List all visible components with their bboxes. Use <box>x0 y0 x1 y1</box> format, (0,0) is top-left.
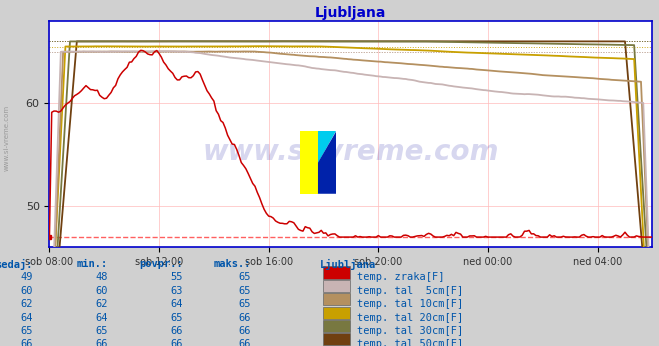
Text: 66: 66 <box>95 339 107 346</box>
Text: 66: 66 <box>170 339 183 346</box>
Text: 65: 65 <box>239 299 251 309</box>
Text: 62: 62 <box>95 299 107 309</box>
Text: 64: 64 <box>95 312 107 322</box>
Bar <box>323 293 351 305</box>
Text: temp. tal 50cm[F]: temp. tal 50cm[F] <box>357 339 463 346</box>
Bar <box>300 131 318 194</box>
Text: 65: 65 <box>239 286 251 296</box>
Text: sedaj:: sedaj: <box>0 259 33 270</box>
Text: 65: 65 <box>170 312 183 322</box>
Text: 62: 62 <box>20 299 33 309</box>
Text: temp. tal 30cm[F]: temp. tal 30cm[F] <box>357 326 463 336</box>
Text: www.si-vreme.com: www.si-vreme.com <box>3 105 10 172</box>
Text: 64: 64 <box>20 312 33 322</box>
Text: 65: 65 <box>239 273 251 282</box>
Text: 60: 60 <box>95 286 107 296</box>
Text: 64: 64 <box>170 299 183 309</box>
Text: 66: 66 <box>170 326 183 336</box>
Bar <box>323 333 351 345</box>
Text: 66: 66 <box>239 312 251 322</box>
Text: 65: 65 <box>95 326 107 336</box>
Text: temp. tal 20cm[F]: temp. tal 20cm[F] <box>357 312 463 322</box>
Polygon shape <box>318 131 336 194</box>
Text: 48: 48 <box>95 273 107 282</box>
Bar <box>323 266 351 279</box>
Text: min.:: min.: <box>76 259 107 269</box>
Text: 66: 66 <box>239 326 251 336</box>
Text: maks.:: maks.: <box>214 259 251 269</box>
Text: 65: 65 <box>20 326 33 336</box>
Bar <box>323 280 351 292</box>
Bar <box>323 320 351 332</box>
Polygon shape <box>318 131 336 163</box>
Text: temp. tal 10cm[F]: temp. tal 10cm[F] <box>357 299 463 309</box>
Bar <box>323 307 351 319</box>
Title: Ljubljana: Ljubljana <box>315 6 387 20</box>
Text: 66: 66 <box>20 339 33 346</box>
Text: 66: 66 <box>239 339 251 346</box>
Text: temp. zraka[F]: temp. zraka[F] <box>357 273 444 282</box>
Text: Ljubljana: Ljubljana <box>320 259 376 270</box>
Text: www.si-vreme.com: www.si-vreme.com <box>203 138 499 166</box>
Text: 60: 60 <box>20 286 33 296</box>
Text: temp. tal  5cm[F]: temp. tal 5cm[F] <box>357 286 463 296</box>
Text: 63: 63 <box>170 286 183 296</box>
Text: povpr.:: povpr.: <box>139 259 183 269</box>
Text: 55: 55 <box>170 273 183 282</box>
Text: 49: 49 <box>20 273 33 282</box>
